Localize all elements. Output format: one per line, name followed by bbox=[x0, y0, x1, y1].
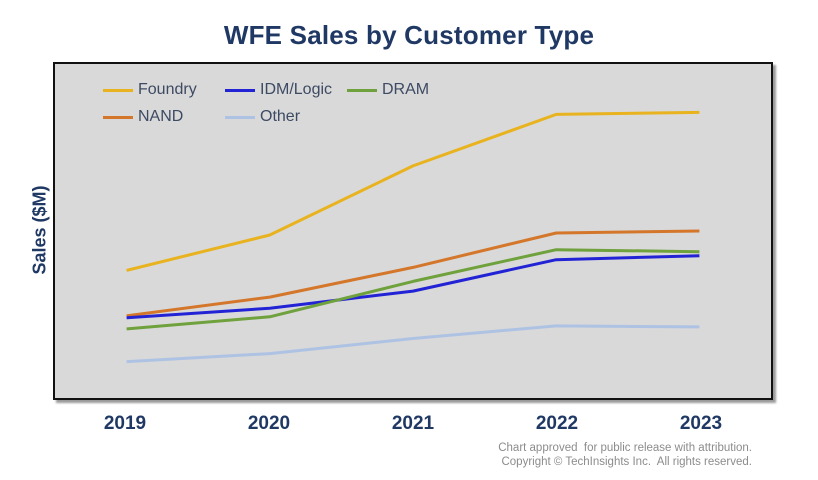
idm-logic-line-swatch bbox=[225, 88, 255, 92]
series-line-nand bbox=[126, 229, 700, 318]
attribution-note: Chart approved for public release with a… bbox=[498, 441, 752, 469]
x-tick-2020: 2020 bbox=[247, 413, 291, 434]
legend: Foundry IDM/Logic DRAM NAND Ot bbox=[103, 80, 429, 134]
nand-line-swatch bbox=[103, 115, 133, 119]
foundry-line-swatch bbox=[103, 88, 133, 92]
legend-item-other: Other bbox=[225, 108, 300, 126]
chart-title: WFE Sales by Customer Type bbox=[223, 20, 595, 50]
legend-item-nand: NAND bbox=[103, 108, 225, 126]
line-series-svg bbox=[126, 110, 700, 364]
legend-label: Other bbox=[260, 108, 301, 125]
dram-line-swatch bbox=[347, 88, 377, 92]
series-line-foundry bbox=[126, 110, 700, 272]
legend-label: IDM/Logic bbox=[260, 81, 333, 98]
plot-area: Foundry IDM/Logic DRAM NAND Ot bbox=[53, 62, 773, 400]
legend-row-1: Foundry IDM/Logic DRAM bbox=[103, 80, 429, 100]
attribution-line-2: Copyright © TechInsights Inc. All rights… bbox=[501, 456, 752, 468]
x-tick-2021: 2021 bbox=[391, 413, 435, 434]
x-tick-2023: 2023 bbox=[679, 413, 723, 434]
legend-row-2: NAND Other bbox=[103, 107, 429, 127]
legend-item-idm-logic: IDM/Logic bbox=[225, 81, 347, 99]
series-line-other bbox=[126, 324, 700, 364]
x-tick-2022: 2022 bbox=[535, 413, 579, 434]
legend-item-dram: DRAM bbox=[347, 81, 429, 99]
legend-label: Foundry bbox=[138, 81, 197, 98]
legend-label: NAND bbox=[138, 108, 184, 125]
y-axis-title: Sales ($M) bbox=[29, 185, 50, 275]
series-line-dram bbox=[126, 248, 700, 331]
x-tick-2019: 2019 bbox=[103, 413, 147, 434]
attribution-line-1: Chart approved for public release with a… bbox=[498, 442, 752, 454]
other-line-swatch bbox=[225, 115, 255, 119]
legend-item-foundry: Foundry bbox=[103, 81, 225, 99]
series-line-idm-logic bbox=[126, 254, 700, 320]
legend-label: DRAM bbox=[382, 81, 430, 98]
